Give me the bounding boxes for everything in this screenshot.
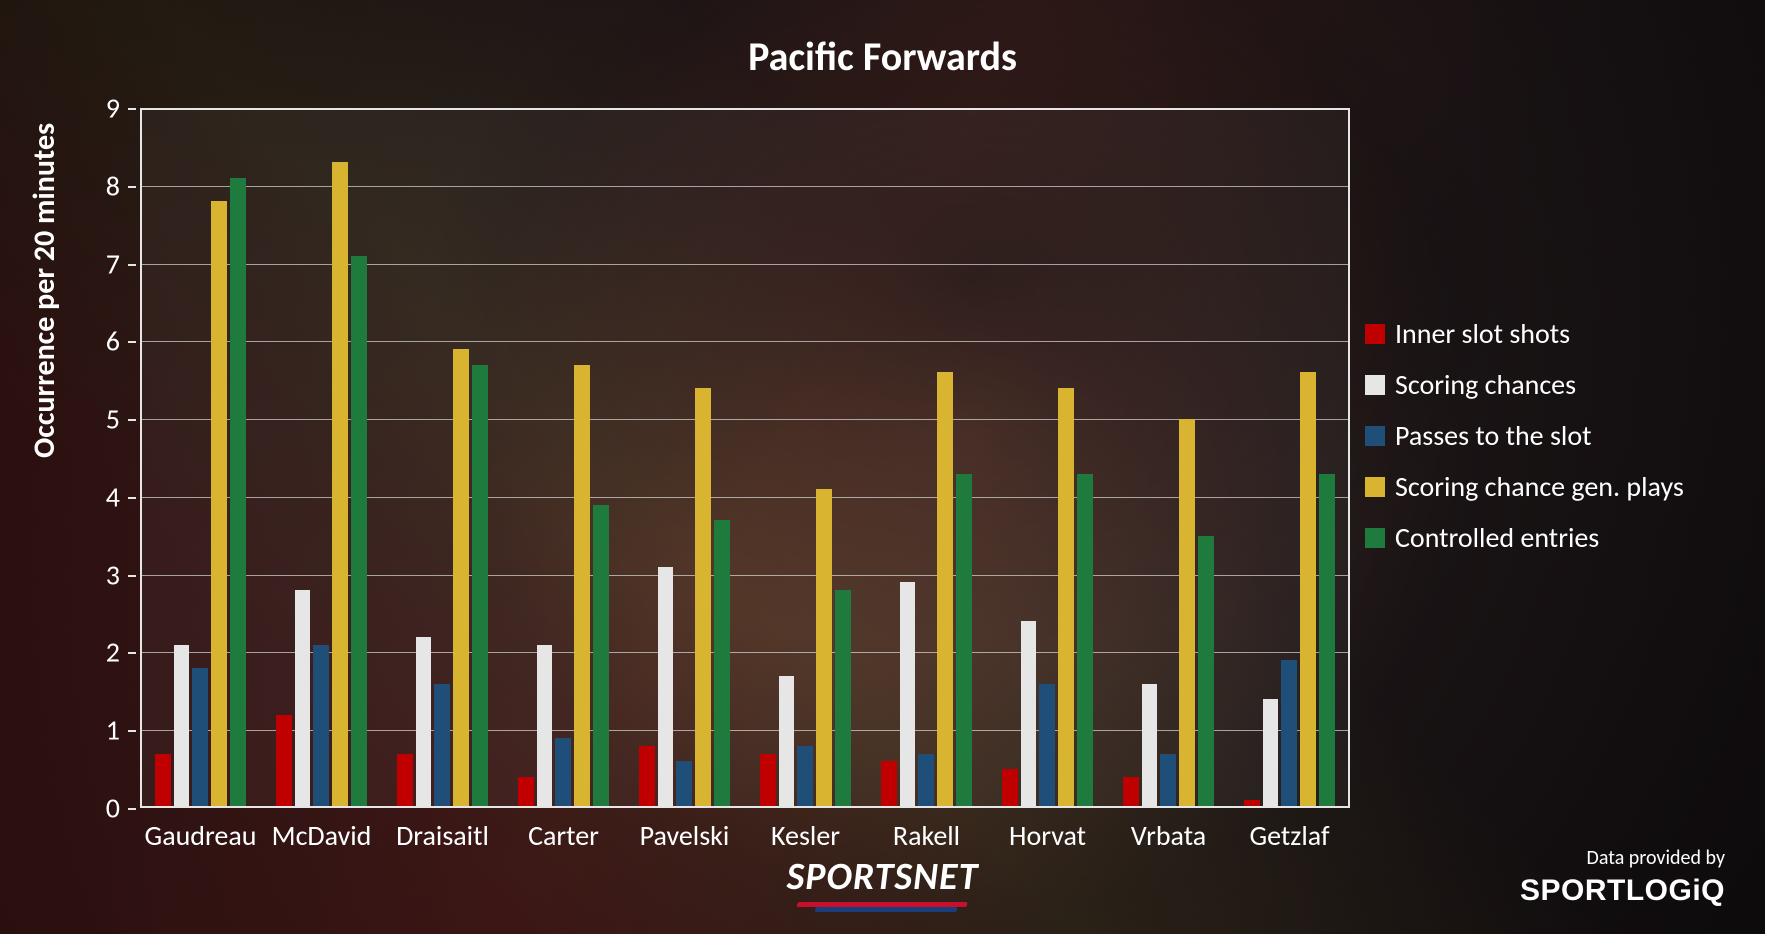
legend-swatch-icon [1365, 375, 1385, 395]
y-tick-label: 3 [106, 557, 120, 592]
legend-label: Passes to the slot [1395, 418, 1591, 453]
footer: SPORTSNET Data provided by SPORTLOGiQ [0, 856, 1765, 916]
legend-swatch-icon [1365, 324, 1385, 344]
data-provided-label: Data provided by [1587, 846, 1725, 870]
plot-area [140, 108, 1350, 808]
chart-root: Pacific Forwards Occurrence per 20 minut… [0, 0, 1765, 934]
legend-item: Scoring chances [1365, 367, 1725, 402]
y-tick [128, 730, 136, 732]
y-tick [128, 575, 136, 577]
legend-swatch-icon [1365, 426, 1385, 446]
x-axis-ticklabels: Gaudreau McDavid Draisaitl Carter Pavelski Ke… [140, 812, 1350, 862]
legend-item: Passes to the slot [1365, 418, 1725, 453]
y-tick-label: 0 [106, 791, 120, 826]
sportlogiq-logo: SPORTLOGiQ [1520, 874, 1725, 908]
sportsnet-swoosh-icon [797, 902, 967, 912]
y-tick [128, 652, 136, 654]
x-tick-label: Pavelski [640, 818, 730, 853]
y-tick [128, 108, 136, 110]
y-axis-ticklabels: 0123456789 [0, 108, 130, 808]
x-tick-label: Vrbata [1131, 818, 1206, 853]
sportsnet-logo-text: SPORTSNET [787, 854, 979, 900]
y-tick [128, 497, 136, 499]
x-tick-label: Horvat [1009, 818, 1086, 853]
x-tick-label: Rakell [893, 818, 960, 853]
x-tick-label: Draisaitl [396, 818, 489, 853]
y-tick [128, 808, 136, 810]
y-tick [128, 341, 136, 343]
y-tick-label: 1 [106, 713, 120, 748]
y-tick-label: 6 [106, 324, 120, 359]
legend-label: Scoring chance gen. plays [1395, 469, 1684, 504]
x-tick-label: Kesler [771, 818, 840, 853]
x-tick-label: McDavid [272, 818, 372, 853]
legend-item: Scoring chance gen. plays [1365, 469, 1725, 504]
sportsnet-logo: SPORTSNET [787, 854, 979, 912]
y-tick-label: 7 [106, 246, 120, 281]
y-tick-label: 2 [106, 635, 120, 670]
legend-item: Controlled entries [1365, 520, 1725, 555]
plot-border [140, 108, 1350, 808]
x-tick-label: Getzlaf [1249, 818, 1329, 853]
legend-label: Inner slot shots [1395, 316, 1570, 351]
y-tick [128, 419, 136, 421]
y-tick [128, 264, 136, 266]
legend-swatch-icon [1365, 477, 1385, 497]
legend-item: Inner slot shots [1365, 316, 1725, 351]
legend-label: Scoring chances [1395, 367, 1576, 402]
legend: Inner slot shots Scoring chances Passes to… [1365, 300, 1725, 571]
x-tick-label: Carter [528, 818, 599, 853]
chart-title: Pacific Forwards [0, 32, 1765, 81]
y-tick-label: 8 [106, 168, 120, 203]
x-tick-label: Gaudreau [145, 818, 257, 853]
legend-swatch-icon [1365, 528, 1385, 548]
y-tick-label: 9 [106, 91, 120, 126]
legend-label: Controlled entries [1395, 520, 1599, 555]
y-tick [128, 186, 136, 188]
y-tick-label: 5 [106, 402, 120, 437]
y-tick-label: 4 [106, 479, 120, 514]
